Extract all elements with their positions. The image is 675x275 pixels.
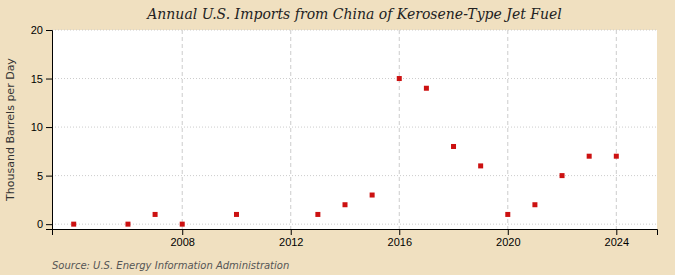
- point: [153, 212, 158, 217]
- x-tick-mark: [399, 229, 400, 235]
- points: [71, 76, 619, 227]
- x-grid-line: [399, 30, 400, 229]
- x-tick-label: 2016: [388, 236, 412, 248]
- y-tick-mark: [46, 127, 52, 128]
- y-tick-mark: [46, 79, 52, 80]
- x-grid-line: [507, 30, 508, 229]
- point: [587, 154, 592, 159]
- point: [234, 212, 239, 217]
- x-axis-line: [53, 230, 658, 236]
- point: [71, 222, 76, 227]
- y-tick-mark: [46, 224, 52, 225]
- y-tick-label: 5: [37, 170, 43, 182]
- y-tick-label: 15: [31, 73, 43, 85]
- point: [451, 144, 456, 149]
- point: [424, 86, 429, 91]
- x-tick: 2016: [388, 229, 412, 248]
- point: [370, 193, 375, 198]
- point: [397, 76, 402, 81]
- x-tick-label: 2012: [279, 236, 303, 248]
- point: [343, 202, 348, 207]
- x-tick-label: 2024: [605, 236, 629, 248]
- y-tick: 0: [37, 218, 52, 230]
- point: [614, 154, 619, 159]
- y-tick-label: 20: [31, 24, 43, 36]
- x-grid-line: [290, 30, 291, 229]
- y-axis-line: [46, 31, 53, 230]
- point: [125, 222, 130, 227]
- x-tick-label: 2008: [170, 236, 194, 248]
- x-tick: 2020: [496, 229, 520, 248]
- y-tick-label: 0: [37, 218, 43, 230]
- point: [532, 202, 537, 207]
- y-tick: 10: [31, 121, 52, 133]
- y-grid-line: [52, 30, 657, 31]
- x-tick-mark: [616, 229, 617, 235]
- point: [180, 222, 185, 227]
- x-tick-mark: [508, 229, 509, 235]
- background: [0, 0, 675, 275]
- grid: [52, 30, 657, 229]
- point: [560, 173, 565, 178]
- y-axis-title: Thousand Barrels per Day: [4, 58, 17, 202]
- y-grid-line: [52, 175, 657, 176]
- x-tick-label: 2020: [496, 236, 520, 248]
- x-tick: 2012: [279, 229, 303, 248]
- title: Annual U.S. Imports from China of Kerose…: [145, 6, 562, 22]
- plot-background: [52, 30, 657, 229]
- plot: 2008 2012 2016 2020 2024 0 5 10 15 20: [31, 24, 658, 248]
- chart: 2008 2012 2016 2020 2024 0 5 10 15 20 Annual U.S. …: [0, 0, 675, 275]
- y-axis: 0 5 10 15 20: [31, 24, 53, 230]
- x-grid-line: [616, 30, 617, 229]
- y-tick: 5: [37, 170, 52, 182]
- x-tick-mark: [291, 229, 292, 235]
- x-grid-line: [182, 30, 183, 229]
- y-tick: 15: [31, 73, 52, 85]
- y-tick-mark: [46, 30, 52, 31]
- y-tick-mark: [46, 176, 52, 177]
- point: [505, 212, 510, 217]
- y-grid-line: [52, 78, 657, 79]
- x-tick-mark: [182, 229, 183, 235]
- y-tick: 20: [31, 24, 52, 36]
- source: Source: U.S. Energy Information Administ…: [52, 260, 289, 271]
- point: [315, 212, 320, 217]
- y-grid-line: [52, 224, 657, 225]
- y-tick-label: 10: [31, 121, 43, 133]
- point: [478, 163, 483, 168]
- x-tick: 2024: [605, 229, 629, 248]
- x-axis: 2008 2012 2016 2020 2024: [53, 229, 658, 248]
- y-grid-line: [52, 127, 657, 128]
- x-tick: 2008: [170, 229, 194, 248]
